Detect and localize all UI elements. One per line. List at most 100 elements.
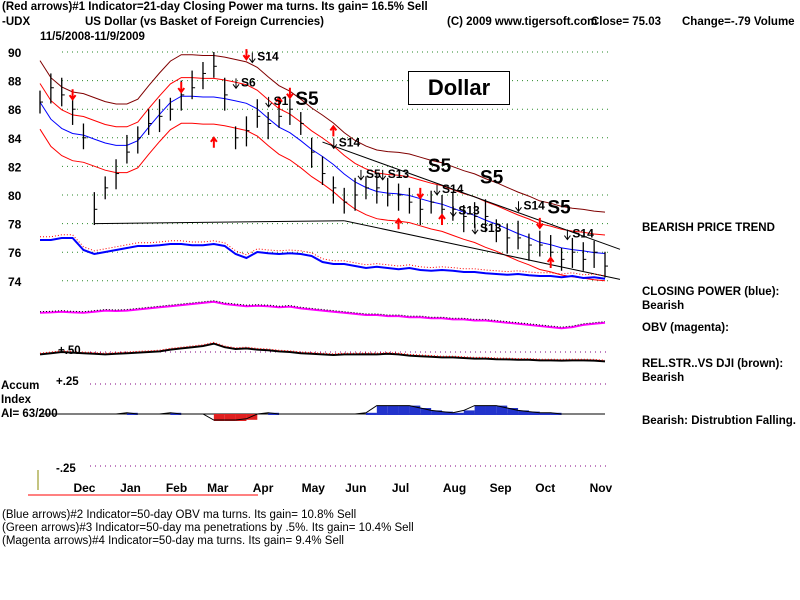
x-tick-label: Oct bbox=[535, 481, 555, 495]
indicator-2-caption: (Blue arrows)#2 Indicator=50-day OBV ma … bbox=[2, 509, 357, 521]
y-tick-label: 90 bbox=[8, 46, 22, 60]
sell-signal-label: S13 bbox=[458, 203, 480, 217]
x-tick-label: Sep bbox=[490, 481, 512, 495]
x-tick-label: Dec bbox=[73, 481, 95, 495]
y-tick-label: 74 bbox=[8, 275, 22, 289]
indicator-4-caption: (Magenta arrows)#4 Indicator=50-day ma t… bbox=[2, 535, 344, 547]
rel-str-status: Bearish bbox=[642, 372, 685, 384]
obv-label: OBV (magenta): bbox=[642, 322, 729, 334]
upper-inner-band-line bbox=[39, 77, 606, 236]
accum-bar bbox=[431, 410, 443, 415]
accum-label: Accum bbox=[1, 380, 40, 392]
closing-power-status: Bearish bbox=[642, 300, 685, 312]
y-tick-label: 84 bbox=[8, 132, 22, 146]
accum-bar bbox=[507, 408, 519, 415]
support-line bbox=[94, 220, 345, 225]
sell-signal-label: S5 bbox=[295, 89, 319, 110]
accum-index-line bbox=[40, 405, 605, 421]
down-arrow-icon bbox=[330, 138, 338, 150]
closing-power-ma bbox=[40, 234, 606, 277]
down-arrow-icon bbox=[265, 96, 273, 108]
accum-bar bbox=[224, 414, 236, 421]
change-value: Change=-.79 Volume bbox=[682, 16, 795, 28]
x-tick-label: Jul bbox=[392, 481, 409, 495]
accum-bar bbox=[235, 414, 247, 421]
y-tick-label: 76 bbox=[8, 246, 22, 260]
lower-band-line bbox=[39, 122, 606, 282]
sell-signal-label: S14 bbox=[257, 50, 279, 64]
rel-str-label: REL.STR..VS DJI (brown): bbox=[642, 358, 784, 370]
red-down-arrow-icon bbox=[536, 217, 544, 230]
accum-bar bbox=[452, 412, 464, 415]
sell-signal-label: S14 bbox=[572, 227, 594, 241]
date-range: 11/5/2008-11/9/2009 bbox=[40, 31, 145, 43]
y-tick-label: 88 bbox=[8, 75, 22, 89]
tick-minus-25: -.25 bbox=[56, 463, 76, 475]
rel-str-line bbox=[39, 342, 606, 363]
symbol: -UDX bbox=[2, 16, 31, 28]
red-down-arrow-icon bbox=[286, 87, 294, 100]
accum-bar bbox=[170, 412, 182, 415]
accum-bar bbox=[539, 412, 551, 415]
ai-value: AI= 63/200 bbox=[1, 408, 58, 420]
sell-signal-label: S13 bbox=[388, 167, 410, 181]
x-tick-label: Jan bbox=[120, 481, 141, 495]
tick-plus-25: +.25 bbox=[56, 376, 79, 388]
index-label: Index bbox=[1, 394, 32, 406]
closing-power-line bbox=[40, 237, 606, 280]
chart-title-box: Dollar bbox=[408, 71, 510, 105]
accum-bar bbox=[485, 405, 497, 415]
rel-str-ma bbox=[39, 341, 606, 361]
red-up-arrow-icon bbox=[394, 217, 403, 230]
sell-signal-label: S14 bbox=[339, 135, 361, 149]
accum-bar bbox=[420, 408, 432, 415]
down-arrow-icon bbox=[433, 184, 441, 196]
x-tick-label: Jun bbox=[345, 481, 366, 495]
red-up-arrow-icon bbox=[210, 136, 218, 148]
accum-bar bbox=[376, 405, 388, 415]
y-tick-label: 80 bbox=[8, 189, 22, 203]
accum-bar bbox=[528, 411, 540, 415]
red-up-arrow-icon bbox=[329, 124, 338, 137]
accum-status: Bearish: Distrubtion Falling. bbox=[642, 415, 796, 427]
x-tick-label: Mar bbox=[207, 481, 229, 495]
sell-signal-label: S14 bbox=[442, 182, 464, 196]
trend-line-lower bbox=[344, 220, 621, 280]
red-down-arrow-icon bbox=[177, 82, 186, 94]
instrument-name: US Dollar (vs Basket of Foreign Currenci… bbox=[85, 16, 325, 28]
down-arrow-icon bbox=[357, 169, 365, 181]
x-tick-label: May bbox=[302, 481, 326, 495]
trend-line-upper bbox=[322, 141, 621, 250]
down-arrow-icon bbox=[564, 229, 571, 241]
down-arrow-icon bbox=[248, 52, 256, 64]
accum-bar bbox=[518, 410, 529, 415]
x-tick-label: Feb bbox=[166, 481, 187, 495]
indicator-3-caption: (Green arrows)#3 Indicator=50-day ma pen… bbox=[2, 522, 414, 534]
upper-band-line bbox=[39, 54, 606, 213]
accum-bar bbox=[398, 405, 410, 415]
y-tick-label: 78 bbox=[8, 218, 22, 232]
close-value: Close= 75.03 bbox=[591, 16, 662, 28]
down-arrow-icon bbox=[379, 169, 387, 181]
obv-line bbox=[39, 300, 606, 330]
red-down-arrow-icon bbox=[68, 89, 77, 101]
sell-signal-label: S13 bbox=[480, 221, 502, 235]
x-tick-label: Apr bbox=[253, 481, 274, 495]
price-trend-label: BEARISH PRICE TREND bbox=[642, 222, 775, 234]
red-down-arrow-icon bbox=[416, 187, 425, 200]
accum-bar bbox=[213, 414, 225, 421]
sell-signal-label: S5 bbox=[366, 167, 381, 181]
sell-signal-label: S14 bbox=[524, 198, 546, 212]
y-tick-label: 82 bbox=[8, 160, 22, 174]
accum-bar bbox=[474, 405, 486, 415]
copyright: (C) 2009 www.tigersoft.com bbox=[447, 16, 598, 28]
down-arrow-icon bbox=[515, 201, 522, 213]
sell-signal-label: S5 bbox=[547, 198, 571, 219]
accum-bar bbox=[409, 405, 421, 415]
tick-plus-50: +.50 bbox=[58, 345, 81, 357]
down-arrow-icon bbox=[449, 206, 457, 218]
indicator-1-caption: (Red arrows)#1 Indicator=21-day Closing … bbox=[2, 1, 428, 13]
closing-power-label: CLOSING POWER (blue): bbox=[642, 286, 780, 298]
red-down-arrow-icon bbox=[242, 49, 251, 61]
